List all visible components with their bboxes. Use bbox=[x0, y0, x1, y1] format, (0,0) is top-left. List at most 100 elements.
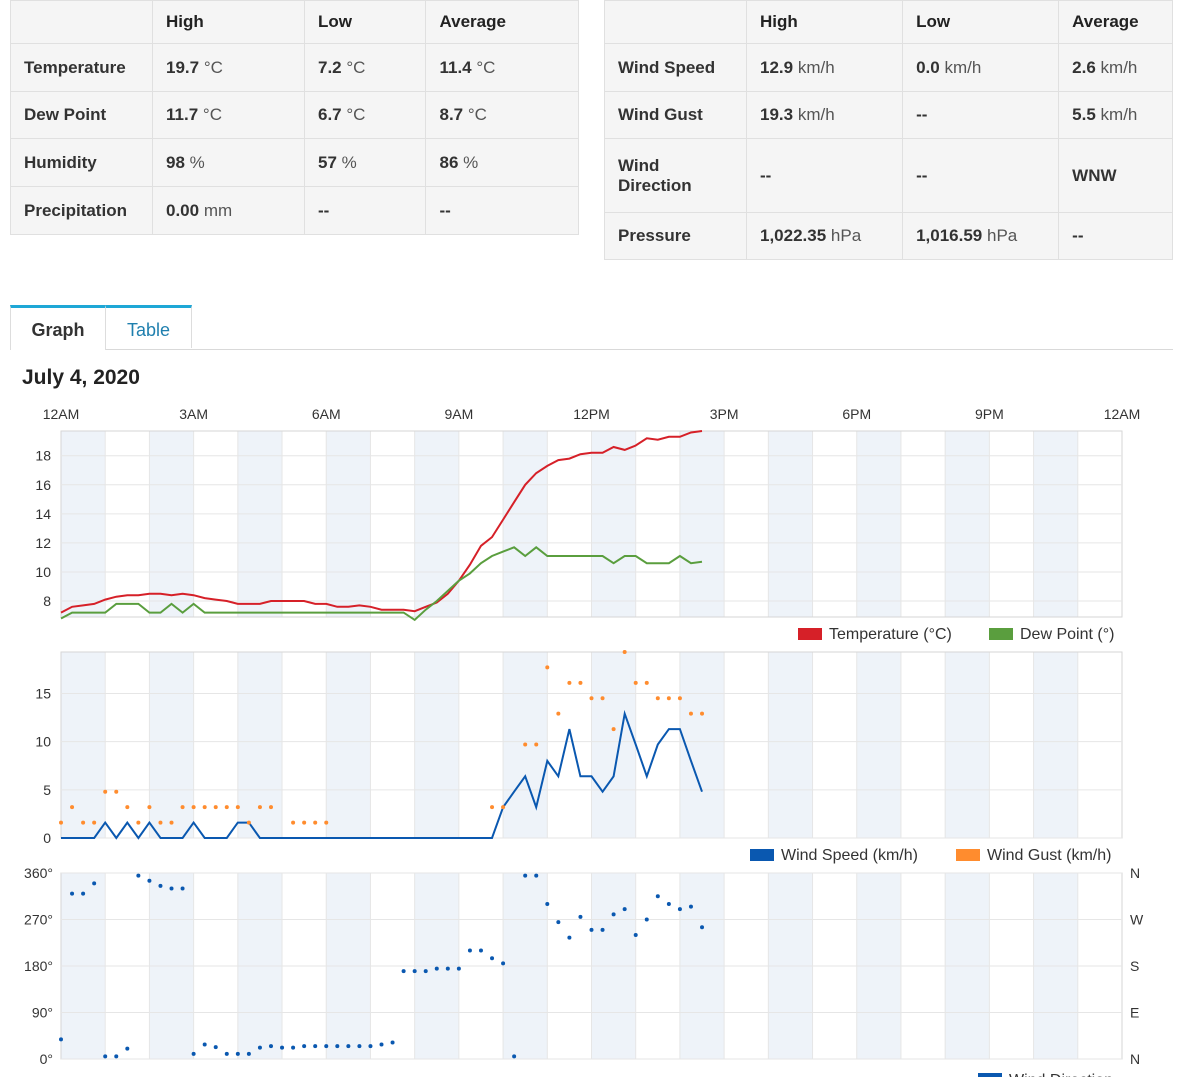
wind-gust-point bbox=[114, 789, 119, 794]
x-tick-label: 9PM bbox=[975, 406, 1004, 422]
wind-direction-point bbox=[644, 917, 649, 922]
wind-gust-point bbox=[622, 650, 627, 654]
wind-direction-point bbox=[169, 886, 174, 891]
y-tick-label-left: 0° bbox=[40, 1051, 53, 1067]
cell-average: 2.6 km/h bbox=[1058, 43, 1173, 92]
wind-direction-point bbox=[478, 948, 483, 953]
value: 5.5 bbox=[1072, 105, 1096, 124]
legend-swatch-temperature bbox=[798, 628, 822, 640]
wind-direction-point bbox=[390, 1040, 395, 1045]
wind-speed-line bbox=[61, 709, 703, 840]
value: 11.7 bbox=[166, 105, 199, 124]
chart-panel-1 bbox=[60, 430, 1123, 618]
value: -- bbox=[916, 105, 928, 124]
wind-gust-point bbox=[169, 820, 174, 825]
wind-gust-point bbox=[158, 820, 163, 825]
value: 6.7 bbox=[318, 105, 342, 124]
value: -- bbox=[318, 200, 330, 220]
row-label: Wind Gust bbox=[604, 91, 747, 139]
wind-gust-point bbox=[545, 665, 550, 670]
legend-label: Temperature (°C) bbox=[829, 626, 952, 643]
unit: km/h bbox=[944, 57, 982, 77]
wind-gust-point bbox=[611, 727, 616, 732]
wind-gust-point bbox=[268, 805, 273, 810]
hour-band bbox=[237, 431, 283, 617]
wind-gust-point bbox=[246, 820, 251, 825]
wind-gust-point bbox=[666, 696, 671, 701]
legend-swatch-dew-point bbox=[989, 628, 1013, 640]
x-tick-label: 12PM bbox=[573, 406, 610, 422]
y-tick-label: 14 bbox=[35, 506, 51, 522]
wind-gust-point bbox=[644, 680, 649, 685]
wind-gust-point bbox=[578, 680, 583, 685]
wind-direction-point bbox=[92, 881, 97, 886]
wind-direction-point bbox=[268, 1044, 273, 1049]
x-tick-label: 6AM bbox=[312, 406, 341, 422]
wind-gust-point bbox=[202, 805, 207, 810]
wind-direction-point bbox=[523, 873, 528, 878]
x-tick-label: 3PM bbox=[710, 406, 739, 422]
value: 57 bbox=[318, 152, 337, 172]
value: 19.3 bbox=[760, 105, 794, 124]
wind-gust-point bbox=[235, 805, 240, 810]
tab-graph[interactable]: Graph bbox=[10, 305, 106, 350]
unit: °C bbox=[476, 57, 496, 77]
x-tick-label: 12AM bbox=[1104, 406, 1141, 422]
wind-direction-point bbox=[677, 907, 682, 912]
cell-high: 0.00 mm bbox=[152, 186, 305, 235]
cell-average: WNW bbox=[1058, 138, 1173, 213]
table-row: Temperature 19.7 °C 7.2 °C 11.4 °C bbox=[10, 43, 579, 92]
wind-gust-point bbox=[688, 711, 693, 716]
wind-direction-point bbox=[578, 914, 583, 919]
y-tick-label-right: N bbox=[1130, 1051, 1140, 1067]
unit: °C bbox=[346, 105, 366, 124]
wind-direction-point bbox=[567, 935, 572, 940]
hour-band bbox=[679, 652, 725, 838]
wind-direction-point bbox=[545, 902, 550, 906]
value: -- bbox=[760, 165, 772, 185]
cell-average: 5.5 km/h bbox=[1058, 91, 1173, 139]
wind-gust-point bbox=[677, 696, 682, 701]
value: 0.0 bbox=[916, 57, 940, 77]
unit: °C bbox=[467, 105, 487, 124]
wind-direction-point bbox=[235, 1051, 240, 1056]
wind-gust-point bbox=[523, 742, 528, 747]
header-empty bbox=[10, 0, 153, 44]
wind-direction-point bbox=[633, 933, 638, 937]
wind-gust-point bbox=[136, 820, 141, 825]
y-tick-label-left: 360° bbox=[24, 865, 53, 881]
cell-low: 6.7 °C bbox=[303, 91, 427, 139]
cell-high: 12.9 km/h bbox=[745, 43, 904, 92]
wind-direction-point bbox=[622, 907, 627, 912]
chart-panel-2 bbox=[60, 651, 1123, 839]
y-tick-label: 18 bbox=[35, 448, 51, 464]
y-tick-label: 12 bbox=[35, 535, 51, 551]
cell-high: 19.3 km/h bbox=[745, 91, 904, 139]
wind-direction-point bbox=[512, 1054, 517, 1059]
wind-direction-point bbox=[556, 920, 561, 925]
wind-gust-point bbox=[125, 805, 130, 810]
wind-direction-point bbox=[191, 1051, 196, 1056]
wind-direction-point bbox=[700, 925, 705, 930]
wind-gust-point bbox=[213, 805, 218, 810]
wind-gust-point bbox=[567, 680, 572, 685]
unit: km/h bbox=[797, 105, 835, 124]
y-tick-label: 8 bbox=[43, 593, 51, 609]
wind-direction-point bbox=[423, 969, 428, 974]
wind-direction-point bbox=[534, 873, 539, 878]
row-label: Dew Point bbox=[10, 91, 153, 139]
wind-gust-point bbox=[180, 805, 185, 810]
table-header-row: High Low Average bbox=[604, 0, 1173, 44]
wind-gust-point bbox=[191, 805, 196, 810]
wind-direction-point bbox=[125, 1046, 130, 1051]
cell-low: -- bbox=[902, 138, 1060, 213]
wind-direction-point bbox=[147, 878, 152, 883]
wind-direction-point bbox=[59, 1037, 63, 1042]
header-empty bbox=[604, 0, 747, 44]
y-tick-label-right: W bbox=[1130, 912, 1144, 928]
value: 12.9 bbox=[760, 57, 794, 77]
tab-table[interactable]: Table bbox=[106, 305, 192, 348]
row-label: Precipitation bbox=[10, 186, 153, 235]
wind-direction-point bbox=[467, 948, 472, 953]
wind-direction-point bbox=[81, 891, 86, 896]
